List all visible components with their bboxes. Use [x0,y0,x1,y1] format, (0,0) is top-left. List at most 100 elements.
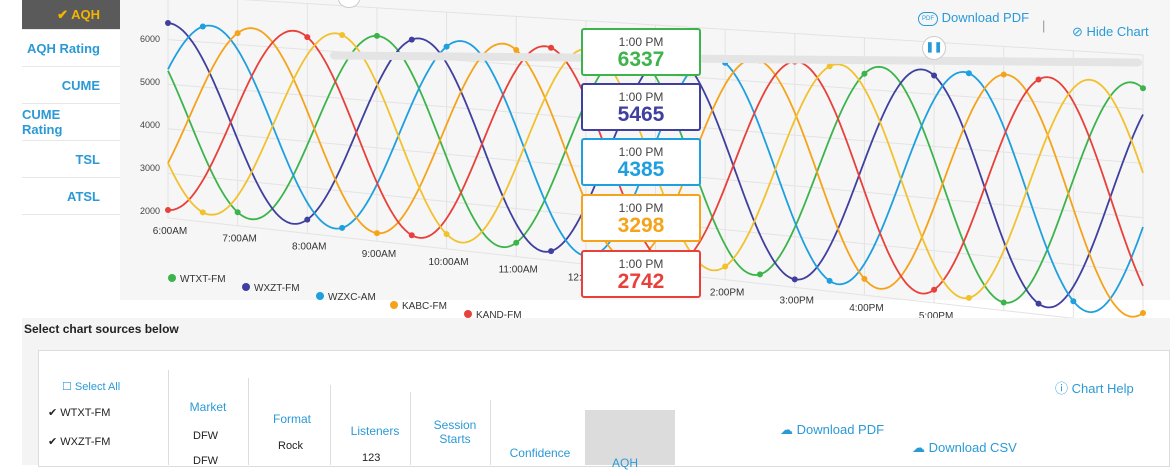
aqh-column-header-bg [585,410,675,465]
series-line-wtxt-fm [167,34,1144,304]
toolbar-separator: | [1042,18,1046,33]
cell-format: Rock [278,440,304,452]
series-point-kabc-fm [1000,71,1007,78]
col-market[interactable]: Market [189,400,227,414]
pdf-cloud-icon: ☁ [780,422,793,437]
series-point-wzxc-am [1070,298,1077,305]
sidebar-item-cume-rating[interactable]: CUME Rating [22,104,120,141]
download-csv-link[interactable]: ☁ Download CSV [912,440,1017,455]
series-point-kand-fm [1035,76,1042,83]
tooltip-wtxt: 1:00 PM 6337 [581,28,701,76]
series-point-kabc-fm [234,30,241,37]
cell-listeners: 123 [362,452,381,464]
select-all-checkbox[interactable]: ☐ Select All [62,381,121,393]
series-point-wxzt-fm [304,216,311,223]
legend-marker-kabc-fm [390,301,398,309]
series-point-wldm-am [965,294,972,301]
tooltip-kabc: 1:00 PM 3298 [581,194,701,242]
legend-label-kand-fm: KAND-FM [476,310,522,321]
series-point-wtxt-fm [756,271,763,278]
series-point-wldm-am [339,31,346,38]
col-aqh[interactable]: AQH [611,456,638,470]
series-point-wldm-am [722,263,729,270]
slider-pause-button[interactable]: ❚❚ [922,36,946,60]
x-tick-label: 7:00AM [222,234,256,245]
x-tick-label: 9:00AM [362,249,396,260]
tooltip-kand: 1:00 PM 2742 [581,250,701,298]
x-tick-label: 6:00AM [153,226,187,237]
source-row-wxzt[interactable]: ✔ WXZT-FM [48,436,111,448]
series-point-kand-fm [165,207,171,213]
download-pdf-link[interactable]: PDF Download PDF [918,10,1029,26]
col-session-starts[interactable]: Session Starts [433,418,477,446]
x-tick-label: 4:00PM [849,303,883,314]
x-tick-label: 8:00AM [292,241,326,252]
series-point-kand-fm [931,286,938,293]
series-point-kabc-fm [513,46,520,53]
pdf-cloud-icon: PDF [918,11,938,26]
series-point-wxzt-fm [931,72,938,79]
series-point-wzxc-am [443,43,450,50]
legend-marker-wxzt-fm [242,283,250,291]
series-point-wldm-am [443,231,450,238]
series-point-kand-fm [408,232,415,239]
y-tick-label: 4000 [140,120,160,130]
col-confidence[interactable]: Confidence [509,446,571,460]
legend-label-wzxc-am: WZXC-AM [328,292,376,303]
series-point-wzxc-am [965,70,972,77]
y-tick-label: 3000 [140,163,160,173]
sources-title: Select chart sources below [24,322,179,336]
tooltip-wzxc: 1:00 PM 4385 [581,138,701,186]
question-circle-icon: ⓘ [1055,381,1069,396]
legend-label-wxzt-fm: WXZT-FM [254,283,300,294]
series-point-kabc-fm [373,230,380,237]
series-point-wxzt-fm [1035,300,1042,307]
series-point-wtxt-fm [1140,85,1146,92]
cell-market: DFW [193,455,219,467]
col-format[interactable]: Format [272,412,311,426]
series-point-kand-fm [304,34,311,41]
series-point-wldm-am [199,209,206,216]
y-tick-label: 6000 [140,34,160,44]
tooltip-wxzt: 1:00 PM 5465 [581,83,701,131]
eye-slash-icon: ⊘ [1072,24,1083,39]
series-point-wzxc-am [199,23,206,30]
series-point-wzxc-am [339,224,346,231]
sidebar-item-cume[interactable]: CUME [22,67,120,104]
sidebar-item-aqh-rating[interactable]: AQH Rating [22,30,120,67]
hide-chart-link[interactable]: ⊘ Hide Chart [1072,24,1149,39]
metric-sidebar: ✔ AQH AQH Rating CUME CUME Rating TSL AT… [22,0,120,230]
sidebar-item-atsl[interactable]: ATSL [22,178,120,215]
series-point-wtxt-fm [234,209,241,216]
legend-label-wtxt-fm: WTXT-FM [180,274,226,285]
series-point-kand-fm [548,44,555,51]
chart-help-link[interactable]: ⓘ Chart Help [1055,381,1134,396]
series-point-wxzt-fm [165,20,171,27]
series-point-wtxt-fm [513,239,520,246]
legend-marker-kand-fm [464,310,472,318]
x-tick-label: 10:00AM [429,257,469,268]
series-point-wtxt-fm [373,32,380,39]
sidebar-item-tsl[interactable]: TSL [22,141,120,178]
series-point-wldm-am [826,63,833,70]
col-listeners[interactable]: Listeners [350,424,400,438]
legend-marker-wzxc-am [316,292,324,300]
series-point-wzxc-am [826,277,833,284]
x-tick-label: 5:00PM [919,311,953,322]
legend-marker-wtxt-fm [168,274,176,282]
series-point-kabc-fm [1140,310,1146,317]
csv-cloud-icon: ☁ [912,440,925,455]
series-point-wxzt-fm [408,36,415,43]
series-point-wxzt-fm [548,248,555,255]
series-point-wtxt-fm [861,70,868,77]
x-tick-label: 2:00PM [710,288,744,299]
table-download-pdf-link[interactable]: ☁ Download PDF [780,422,885,437]
grid-line-horizontal [241,0,1144,56]
sidebar-item-aqh[interactable]: ✔ AQH [22,0,120,30]
series-point-wtxt-fm [1000,299,1007,306]
series-point-kabc-fm [861,275,868,282]
y-tick-label: 5000 [140,77,160,87]
source-row-wtxt[interactable]: ✔ WTXT-FM [48,407,111,419]
series-point-wxzt-fm [791,276,798,283]
y-tick-label: 2000 [140,206,160,216]
